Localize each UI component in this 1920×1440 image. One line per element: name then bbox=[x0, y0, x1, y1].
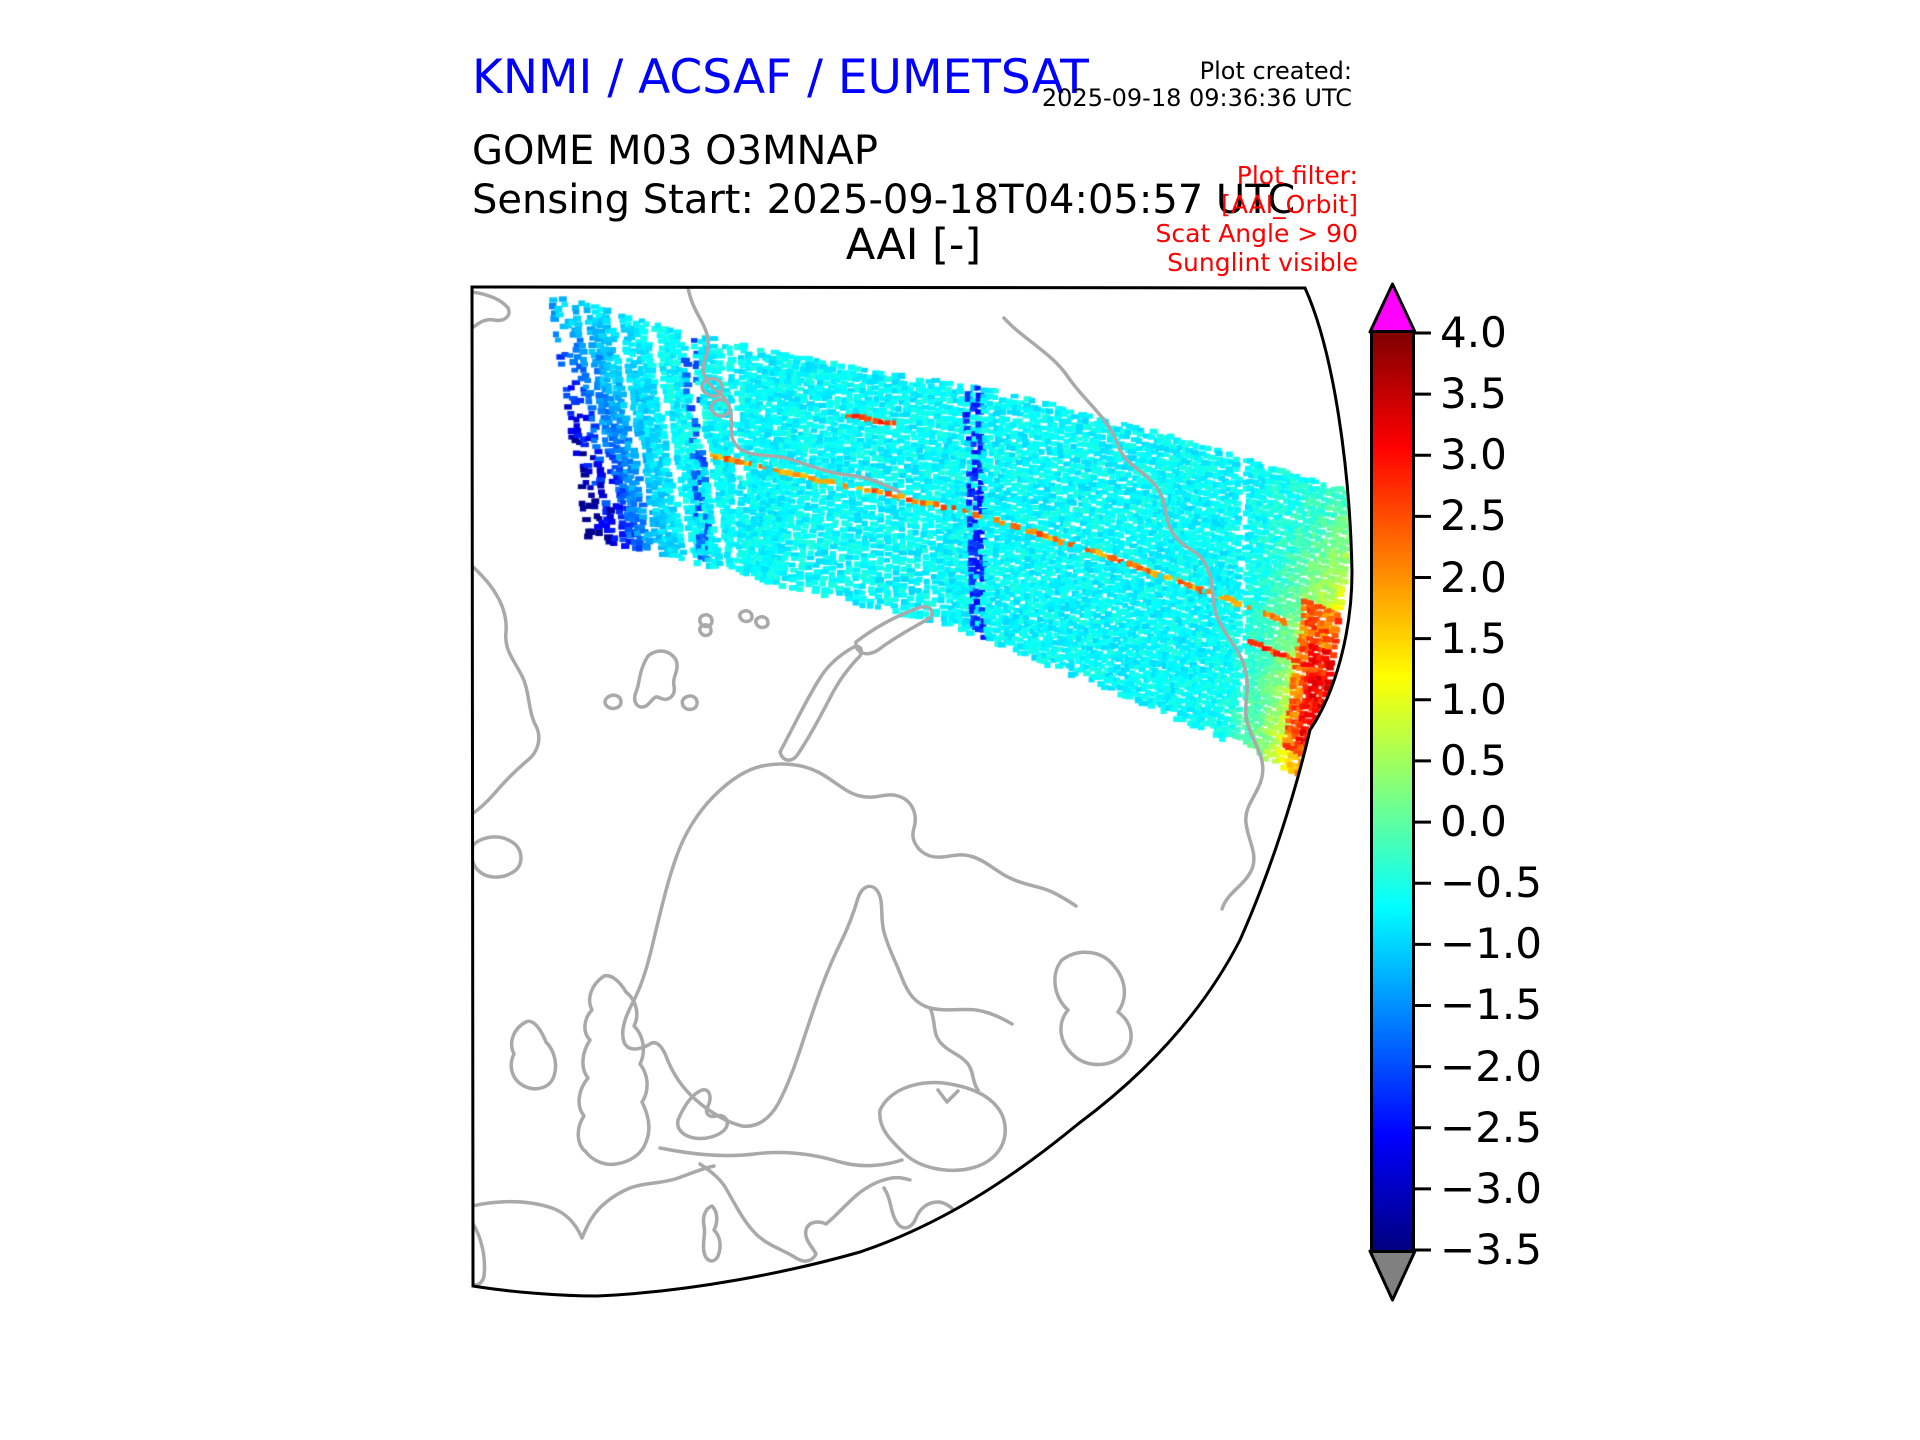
coastline-denmark bbox=[675, 1088, 729, 1141]
colorbar-tick-label: −2.0 bbox=[1440, 1041, 1542, 1091]
colorbar-gradient bbox=[1370, 330, 1415, 1253]
coastline-arctic-top bbox=[686, 287, 902, 494]
coastline-novaya-zemlya bbox=[854, 605, 934, 656]
coastline-islet bbox=[680, 694, 699, 712]
coastline-islet bbox=[738, 609, 754, 624]
coastline-scandinavia bbox=[620, 764, 1014, 1128]
colorbar-tick-label: −1.0 bbox=[1440, 919, 1542, 969]
coastline-uk bbox=[576, 973, 651, 1167]
coastline-italy bbox=[698, 1162, 912, 1263]
coastline-crimea bbox=[936, 1088, 960, 1104]
colorbar-tick-label: 4.0 bbox=[1440, 308, 1507, 357]
colorbar-tick-label: 0.5 bbox=[1440, 735, 1507, 785]
coastline-greenland bbox=[472, 564, 541, 816]
coastline-iceland bbox=[472, 835, 523, 879]
colorbar-tick-label: −0.5 bbox=[1440, 858, 1542, 908]
coastline-france bbox=[472, 1164, 716, 1240]
coastline-baltic-south bbox=[658, 1146, 904, 1168]
colorbar-tick-label: −3.0 bbox=[1440, 1163, 1542, 1213]
coastlines bbox=[472, 287, 1265, 1287]
coastline-islet bbox=[700, 376, 725, 398]
map-boundary bbox=[470, 285, 1354, 1298]
colorbar-ticks bbox=[1413, 331, 1431, 1252]
coastline-iberia bbox=[472, 1220, 487, 1287]
coastline-east-baltic bbox=[928, 1006, 980, 1092]
coastline-svalbard bbox=[633, 649, 679, 709]
colorbar-over-arrow-icon bbox=[1368, 282, 1417, 334]
colorbar-tick-label: 1.5 bbox=[1440, 613, 1507, 663]
coastline-novaya-zemlya bbox=[778, 644, 864, 762]
coastline-kola bbox=[760, 762, 1078, 908]
coastline-kara bbox=[1002, 316, 1265, 911]
coastline-islet bbox=[709, 397, 731, 418]
colorbar-tick-label: 1.0 bbox=[1440, 674, 1507, 724]
colorbar-under-arrow-icon bbox=[1368, 1249, 1417, 1302]
colorbar-tick-label: 2.0 bbox=[1440, 552, 1507, 602]
coastline-islet bbox=[754, 615, 770, 630]
colorbar-tick-label: −2.5 bbox=[1440, 1102, 1542, 1152]
coastline-islet bbox=[603, 693, 623, 711]
colorbar-tick-label: 0.0 bbox=[1440, 797, 1507, 847]
coastline-corsica-sardinia bbox=[701, 1204, 722, 1263]
coastline-greece bbox=[882, 1186, 958, 1230]
coastline-islet bbox=[698, 623, 713, 638]
coastline-caspian bbox=[1053, 950, 1133, 1067]
colorbar-tick-label: 3.0 bbox=[1440, 430, 1507, 480]
coastline-greenland bbox=[472, 290, 511, 330]
colorbar-tick-label: −3.5 bbox=[1440, 1225, 1542, 1274]
colorbar-tick-label: 3.5 bbox=[1440, 369, 1507, 419]
coastline-black-sea bbox=[878, 1080, 1007, 1173]
colorbar-tick-label: 2.5 bbox=[1440, 491, 1507, 541]
coastline-ireland bbox=[509, 1019, 558, 1091]
colorbar-tick-label: −1.5 bbox=[1440, 980, 1542, 1030]
